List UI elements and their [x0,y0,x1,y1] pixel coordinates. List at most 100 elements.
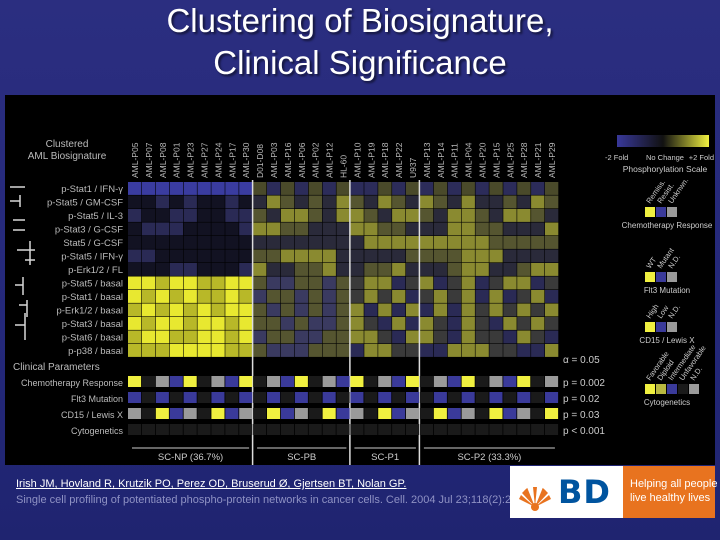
clinical-cell [447,408,461,419]
heatmap-cell [267,344,281,357]
heatmap-cell [322,182,336,195]
heatmap-cell [461,182,475,195]
legend-swatch [667,272,677,282]
heatmap-cell [419,303,434,317]
heatmap-cell [336,209,350,222]
heatmap-cell [517,209,531,222]
heatmap-cell [294,344,309,357]
heatmap-cell [461,209,475,222]
legend-swatch [645,384,655,394]
heatmap-cell [169,303,183,317]
heatmap-cell [253,317,267,330]
row-label: Stat5 / G-CSF [63,238,123,249]
heatmap-cell [211,276,225,290]
heatmap-cell [253,344,267,357]
heatmap-cell [155,222,170,236]
heatmap-cell [211,290,225,303]
heatmap-cell [364,209,378,222]
heatmap-cell [406,222,420,236]
heatmap-cell [447,317,461,330]
citation-authors[interactable]: Irish JM, Hovland R, Krutzik PO, Perez O… [16,478,407,490]
heatmap-cell [419,317,434,330]
heatmap-cell [267,195,281,209]
clinical-row-label: CD15 / Lewis X [61,410,123,420]
clinical-cell [461,376,475,387]
heatmap-cell [141,344,156,357]
heatmap-cell [350,263,364,276]
heatmap-cell [128,276,142,290]
heatmap-cell [336,195,350,209]
heatmap-cell [336,249,350,263]
heatmap-cell [461,290,475,303]
heatmap-cell [392,330,406,344]
legend-swatch [678,384,688,394]
column-label: AML-P12 [325,142,335,178]
heatmap-cell [155,290,170,303]
heatmap-cell [433,303,448,317]
clinical-cell [364,376,378,387]
heatmap-cell [419,330,434,344]
heatmap-cell [183,303,197,317]
heatmap-cell [308,236,322,249]
clinical-cell [322,408,336,419]
heatmap-cell [308,317,322,330]
clinical-cell [128,424,142,435]
heatmap-cell [336,330,350,344]
heatmap-cell [503,290,517,303]
heatmap-cell [308,209,322,222]
clinical-cell [294,424,308,435]
heatmap-cell [336,222,350,236]
clinical-cell [392,408,406,419]
cluster-label: SC-NP (36.7%) [158,452,223,463]
clinical-cell [447,376,461,387]
column-label: AML-P02 [311,142,321,178]
heatmap-cell [350,249,364,263]
column-label: AML-P03 [269,142,279,178]
heatmap-cell [128,195,142,209]
heatmap-cell [211,330,225,344]
heatmap-cell [350,330,364,344]
heatmap-cell [419,209,434,222]
clinical-cell [308,408,322,419]
heatmap-cell [322,276,336,290]
bd-tagline-line1: Helping all people [630,478,718,490]
heatmap-cell [350,303,364,317]
heatmap-cell [225,303,239,317]
heatmap-cell [211,344,225,357]
heatmap-cell [433,182,448,195]
heatmap-cell [489,263,503,276]
heatmap-cell [280,182,295,195]
clinical-cell [406,392,420,403]
heatmap-cell [253,290,267,303]
heatmap-cell [197,344,211,357]
clinical-cell [545,376,559,387]
heatmap-cell [364,249,378,263]
heatmap-cell [280,317,295,330]
heatmap-cell [128,303,142,317]
heatmap-cell [225,290,239,303]
heatmap-cell [128,263,142,276]
heatmap-cell [433,222,448,236]
heatmap-cell [280,222,295,236]
heatmap-cell [141,222,156,236]
heatmap-cell [169,344,183,357]
heatmap-cell [155,236,170,249]
heatmap-cell [461,263,475,276]
clinical-cell [253,392,267,403]
heatmap-cell [489,209,503,222]
heatmap-cell [155,249,170,263]
heatmap-cell [350,182,364,195]
heatmap-cell [253,182,267,195]
heatmap-cell [155,276,170,290]
heatmap-cell [225,276,239,290]
heatmap-cell [545,249,559,263]
heatmap-cell [378,236,392,249]
clinical-cell [392,424,406,435]
column-label: AML-P01 [172,142,182,178]
heatmap-cell [531,195,545,209]
clinical-cell [378,408,392,419]
heatmap-cell [364,330,378,344]
row-label: p-Stat1 / basal [62,292,123,303]
heatmap-cell [475,249,489,263]
column-label: AML-P17 [227,142,237,178]
